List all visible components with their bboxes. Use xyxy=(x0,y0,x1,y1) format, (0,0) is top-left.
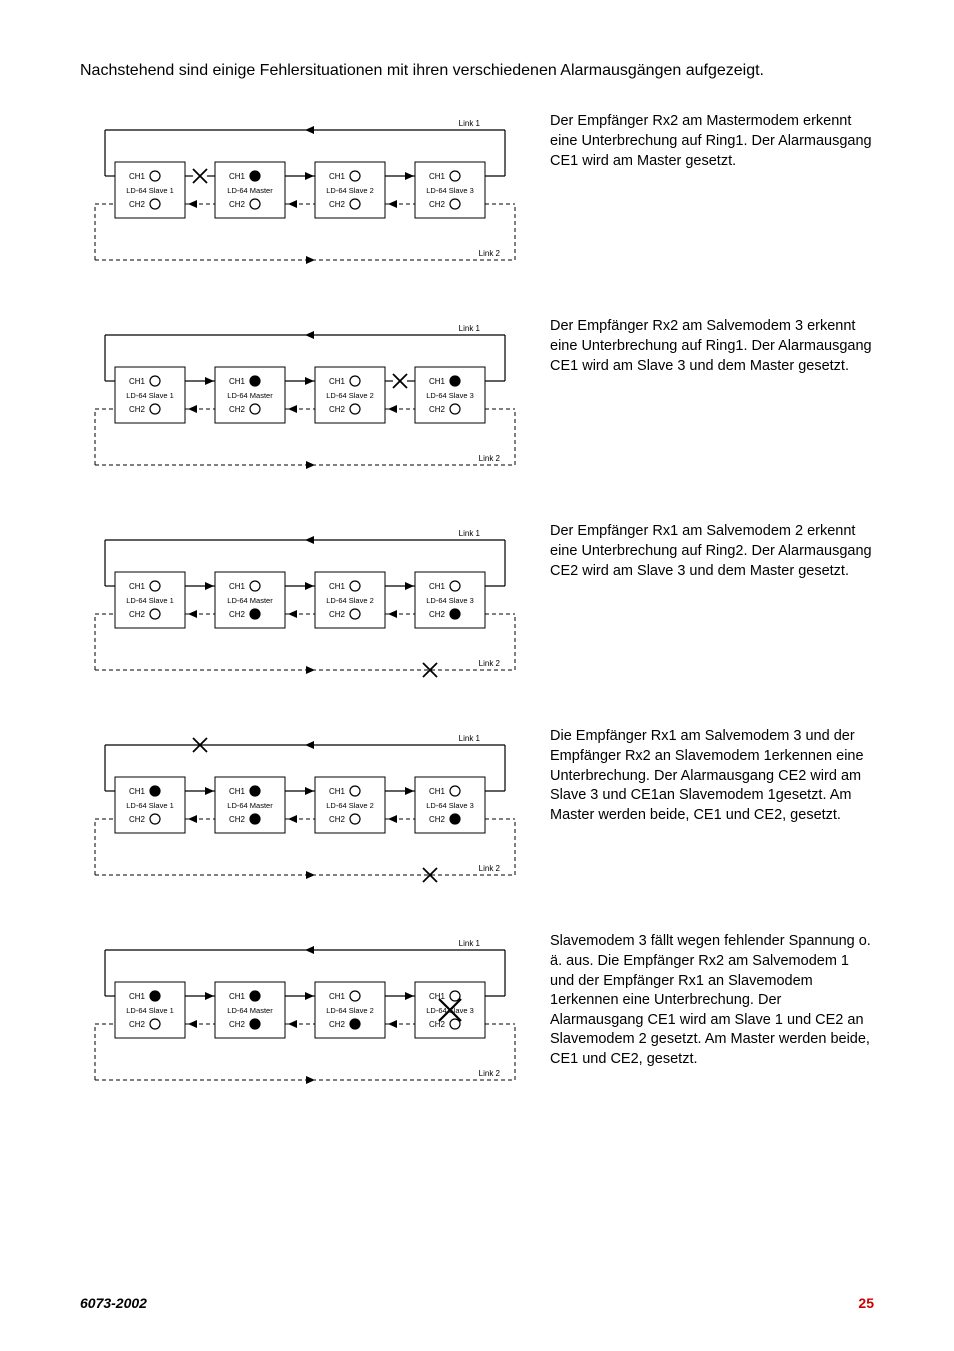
svg-text:CH2: CH2 xyxy=(129,200,146,209)
svg-text:LD-64 Slave 3: LD-64 Slave 3 xyxy=(426,801,474,810)
svg-text:LD-64 Slave 1: LD-64 Slave 1 xyxy=(126,186,174,195)
svg-text:CH2: CH2 xyxy=(229,200,246,209)
svg-text:LD-64 Master: LD-64 Master xyxy=(227,596,273,605)
svg-text:CH1: CH1 xyxy=(329,172,346,181)
svg-text:LD-64 Slave 2: LD-64 Slave 2 xyxy=(326,391,374,400)
svg-text:CH1: CH1 xyxy=(329,582,346,591)
svg-text:LD-64 Slave 2: LD-64 Slave 2 xyxy=(326,1006,374,1015)
svg-text:Link 1: Link 1 xyxy=(459,734,481,743)
svg-text:CH2: CH2 xyxy=(329,610,346,619)
svg-text:CH1: CH1 xyxy=(129,172,146,181)
svg-text:CH1: CH1 xyxy=(429,582,446,591)
svg-text:LD-64 Slave 3: LD-64 Slave 3 xyxy=(426,596,474,605)
svg-text:CH2: CH2 xyxy=(329,405,346,414)
svg-text:CH1: CH1 xyxy=(429,992,446,1001)
svg-text:Link 2: Link 2 xyxy=(479,864,501,873)
scenario-description: Slavemodem 3 fällt wegen fehlender Spann… xyxy=(520,932,874,1069)
svg-text:CH1: CH1 xyxy=(129,787,146,796)
svg-text:LD-64 Master: LD-64 Master xyxy=(227,1006,273,1015)
scenario-row: Link 1 Link 2 CH1 CH2 LD-64 Slave 1 CH1 CH2 LD-… xyxy=(80,522,874,682)
svg-text:CH2: CH2 xyxy=(129,610,146,619)
svg-text:CH2: CH2 xyxy=(429,610,446,619)
svg-text:CH2: CH2 xyxy=(129,1020,146,1029)
svg-text:CH1: CH1 xyxy=(129,377,146,386)
svg-text:CH1: CH1 xyxy=(329,787,346,796)
svg-text:CH1: CH1 xyxy=(429,172,446,181)
svg-text:CH2: CH2 xyxy=(329,200,346,209)
scenario-row: Link 1 Link 2 CH1 CH2 LD-64 Slave 1 CH1 CH2 LD-… xyxy=(80,317,874,477)
svg-text:CH1: CH1 xyxy=(229,787,246,796)
svg-text:CH2: CH2 xyxy=(429,815,446,824)
svg-text:Link 1: Link 1 xyxy=(459,119,481,128)
diagram-column: Link 1 Link 2 CH1 CH2 LD-64 Slave 1 CH1 CH2 LD-… xyxy=(80,112,520,272)
svg-text:CH2: CH2 xyxy=(129,405,146,414)
diagram-column: Link 1 Link 2 CH1 CH2 LD-64 Slave 1 CH1 CH2 LD-… xyxy=(80,522,520,682)
scenario-description: Der Empfänger Rx1 am Salvemodem 2 erkenn… xyxy=(520,522,874,581)
diagram-column: Link 1 Link 2 CH1 CH2 LD-64 Slave 1 CH1 CH2 LD-… xyxy=(80,727,520,887)
svg-text:CH2: CH2 xyxy=(229,610,246,619)
svg-text:LD-64 Slave 3: LD-64 Slave 3 xyxy=(426,186,474,195)
svg-text:LD-64 Slave 1: LD-64 Slave 1 xyxy=(126,596,174,605)
svg-text:LD-64 Master: LD-64 Master xyxy=(227,801,273,810)
svg-text:CH2: CH2 xyxy=(229,1020,246,1029)
svg-text:CH1: CH1 xyxy=(129,992,146,1001)
footer-page-number: 25 xyxy=(858,1295,874,1311)
svg-text:CH1: CH1 xyxy=(129,582,146,591)
svg-text:CH1: CH1 xyxy=(229,172,246,181)
diagram-column: Link 1 Link 2 CH1 CH2 LD-64 Slave 1 CH1 CH2 LD-… xyxy=(80,317,520,477)
svg-text:CH2: CH2 xyxy=(129,815,146,824)
svg-text:CH1: CH1 xyxy=(229,582,246,591)
svg-text:CH2: CH2 xyxy=(329,815,346,824)
ring-diagram: Link 1 Link 2 CH1 CH2 LD-64 Slave 1 CH1 CH2 LD-… xyxy=(80,727,520,887)
svg-text:Link 1: Link 1 xyxy=(459,529,481,538)
ring-diagram: Link 1 Link 2 CH1 CH2 LD-64 Slave 1 CH1 CH2 LD-… xyxy=(80,522,520,682)
diagram-column: Link 1 Link 2 CH1 CH2 LD-64 Slave 1 CH1 CH2 LD-… xyxy=(80,932,520,1092)
svg-text:CH2: CH2 xyxy=(329,1020,346,1029)
scenario-row: Link 1 Link 2 CH1 CH2 LD-64 Slave 1 CH1 CH2 LD-… xyxy=(80,932,874,1092)
svg-text:Link 2: Link 2 xyxy=(479,454,501,463)
svg-text:LD-64 Slave 1: LD-64 Slave 1 xyxy=(126,391,174,400)
scenario-description: Die Empfänger Rx1 am Salvemodem 3 und de… xyxy=(520,727,874,825)
svg-text:CH1: CH1 xyxy=(229,377,246,386)
svg-text:LD-64 Master: LD-64 Master xyxy=(227,391,273,400)
svg-text:Link 2: Link 2 xyxy=(479,249,501,258)
scenario-row: Link 1 Link 2 CH1 CH2 LD-64 Slave 1 CH1 CH2 LD-… xyxy=(80,727,874,887)
scenario-description: Der Empfänger Rx2 am Salvemodem 3 erkenn… xyxy=(520,317,874,376)
svg-text:LD-64 Slave 2: LD-64 Slave 2 xyxy=(326,186,374,195)
ring-diagram: Link 1 Link 2 CH1 CH2 LD-64 Slave 1 CH1 CH2 LD-… xyxy=(80,112,520,272)
svg-text:LD-64 Slave 2: LD-64 Slave 2 xyxy=(326,596,374,605)
svg-text:LD-64 Slave 2: LD-64 Slave 2 xyxy=(326,801,374,810)
svg-text:CH2: CH2 xyxy=(229,815,246,824)
ring-diagram: Link 1 Link 2 CH1 CH2 LD-64 Slave 1 CH1 CH2 LD-… xyxy=(80,932,520,1092)
scenario-row: Link 1 Link 2 CH1 CH2 LD-64 Slave 1 CH1 CH2 LD-… xyxy=(80,112,874,272)
svg-text:CH2: CH2 xyxy=(229,405,246,414)
svg-text:Link 2: Link 2 xyxy=(479,659,501,668)
ring-diagram: Link 1 Link 2 CH1 CH2 LD-64 Slave 1 CH1 CH2 LD-… xyxy=(80,317,520,477)
footer-doc-id: 6073-2002 xyxy=(80,1295,147,1311)
scenario-description: Der Empfänger Rx2 am Mastermodem erkennt… xyxy=(520,112,874,171)
svg-text:CH1: CH1 xyxy=(429,377,446,386)
svg-text:LD-64 Master: LD-64 Master xyxy=(227,186,273,195)
intro-text: Nachstehend sind einige Fehlersituatione… xyxy=(80,60,874,82)
svg-text:LD-64 Slave 1: LD-64 Slave 1 xyxy=(126,1006,174,1015)
svg-text:CH2: CH2 xyxy=(429,200,446,209)
svg-text:CH1: CH1 xyxy=(329,377,346,386)
svg-text:CH2: CH2 xyxy=(429,405,446,414)
svg-text:Link 1: Link 1 xyxy=(459,939,481,948)
svg-text:Link 2: Link 2 xyxy=(479,1069,501,1078)
svg-text:CH1: CH1 xyxy=(329,992,346,1001)
svg-text:Link 1: Link 1 xyxy=(459,324,481,333)
svg-text:LD-64 Slave 1: LD-64 Slave 1 xyxy=(126,801,174,810)
page-footer: 6073-2002 25 xyxy=(80,1295,874,1311)
svg-text:LD-64 Slave 3: LD-64 Slave 3 xyxy=(426,391,474,400)
svg-text:CH1: CH1 xyxy=(229,992,246,1001)
svg-text:CH1: CH1 xyxy=(429,787,446,796)
svg-text:CH2: CH2 xyxy=(429,1020,446,1029)
